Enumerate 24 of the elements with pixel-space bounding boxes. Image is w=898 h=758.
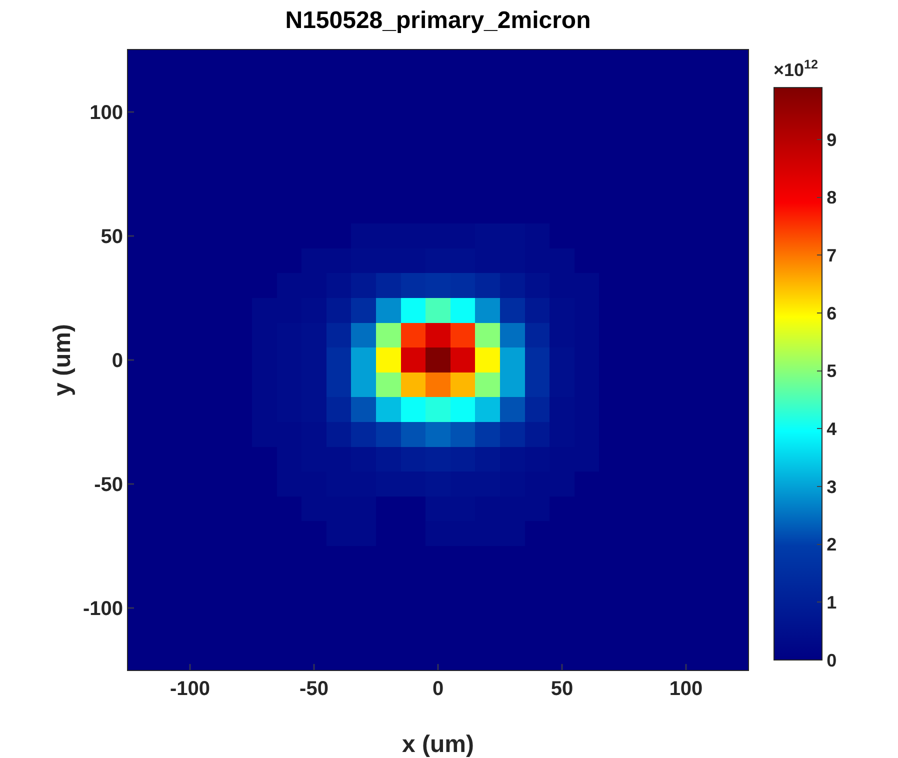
x-tick-label: 50 [550,678,574,700]
color-bar-label: 4 [826,419,837,440]
y-tick-label: 0 [112,350,123,372]
color-bar-label: 5 [826,361,837,382]
color-bar-label: 3 [826,476,837,497]
y-axis-title: y (um) [49,324,76,396]
color-bar-label: 2 [826,534,837,555]
color-bar-label: 6 [826,303,837,324]
x-tick-label: -50 [300,678,328,700]
x-tick-label: 100 [669,678,703,700]
y-tick-label: 100 [90,102,123,124]
y-tick-label: 50 [100,226,123,248]
chart-title: N150528_primary_2micron [285,7,591,34]
color-bar-title: ×10$^{12}$ [774,57,818,80]
color-bar-label: 7 [826,246,837,266]
color-bar-label: 9 [826,130,837,150]
x-tick-label: -100 [170,678,210,700]
color-bar-label: 8 [826,188,837,208]
color-bar-label: 0 [826,650,837,670]
x-axis-title: x (um) [402,731,474,758]
x-tick-label: 0 [432,678,444,700]
y-tick-label: -100 [82,598,123,620]
y-tick-label: -50 [94,474,123,496]
color-bar-label: 1 [826,592,837,612]
